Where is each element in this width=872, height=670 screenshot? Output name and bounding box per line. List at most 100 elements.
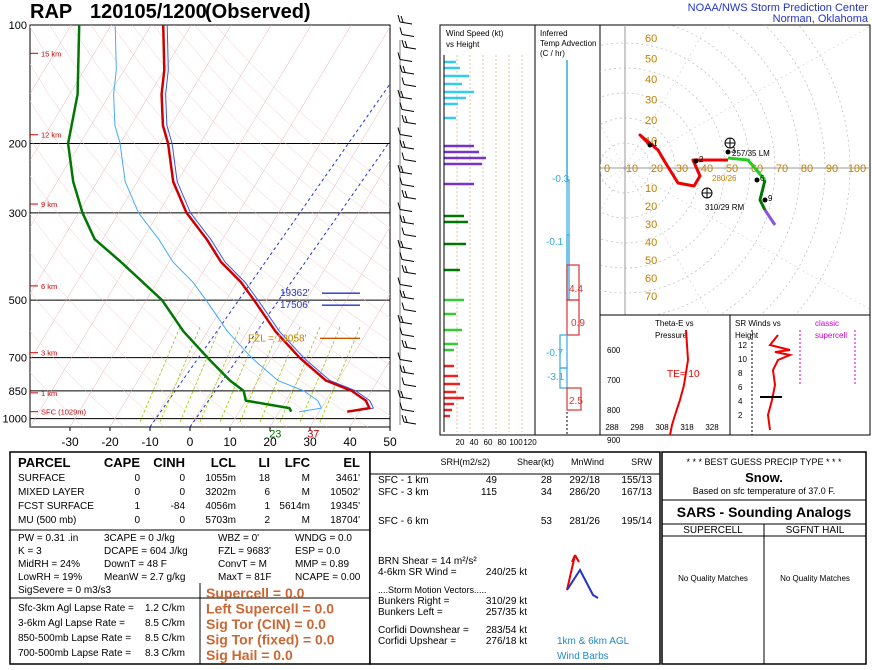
isotherm-line [109, 25, 352, 427]
temp-tick-label: -10 [141, 435, 159, 449]
wind-barb [401, 146, 415, 150]
wind-barb [401, 34, 415, 37]
wind-barb [399, 171, 413, 175]
wind-barb-flag [401, 414, 405, 423]
hodograph-x-tick: 20 [651, 163, 663, 175]
theta-e-title: Theta-E vs [655, 319, 694, 328]
kinematic-cell: SFC - 6 km [378, 516, 429, 527]
dewpoint-profile [66, 24, 293, 413]
wind-barb [403, 271, 417, 275]
center-name: NOAA/NWS Storm Prediction Center [688, 2, 869, 14]
center-location: Norman, Oklahoma [773, 13, 869, 25]
index-value: WNDG = 0.0 [295, 533, 352, 544]
wind-speed-panel: Wind Speed (kt) vs Height 20 40 60 80 100 120 [439, 24, 537, 447]
wind-barb-6km [566, 568, 599, 599]
theta-e-x-tick: 308 [655, 423, 669, 432]
wind-barb-flag [401, 377, 405, 385]
wind-barb [403, 159, 417, 162]
hodograph-point-label: 9 [768, 194, 773, 203]
isotherm-line [189, 93, 390, 427]
wind-barb-flag [400, 315, 404, 323]
wind-barb-flag [401, 77, 405, 85]
hodograph-y-tick: 20 [645, 115, 657, 127]
composite-index: Sig Hail = 0.0 [206, 647, 293, 663]
pressure-tick-label: 100 [9, 20, 27, 32]
height-label: 6 km [41, 282, 57, 291]
wind-barb-flag [401, 114, 405, 123]
wind-barb [399, 246, 413, 250]
pressure-tick-label: 300 [9, 208, 27, 220]
hodograph-y-tick: 40 [645, 74, 657, 86]
wind-barb-flag [401, 264, 405, 273]
hodograph-y-tick: 30 [645, 95, 657, 107]
index-value: MMP = 0.89 [295, 559, 349, 570]
wind-speed-tick: 80 [498, 438, 507, 447]
hodograph-point [754, 177, 760, 183]
wind-barb-flag [399, 64, 403, 73]
model-name: RAP [30, 1, 72, 23]
hodograph-spoke [624, 26, 870, 169]
sars-hail-header: SGFNT HAIL [786, 525, 845, 536]
hodograph-x-tick: 0 [604, 163, 610, 175]
parcel-cell: 1 [134, 501, 140, 512]
index-value: WBZ = 0' [218, 533, 259, 544]
precip-type: Snow. [745, 470, 783, 485]
dry-adiabat [30, 100, 368, 427]
height-label: 3 km [41, 349, 57, 358]
wind-barb [403, 46, 417, 50]
wind-speed-tick: 60 [484, 438, 493, 447]
kinematic-cell: 286/20 [569, 487, 600, 498]
parcel-cell: 0 [179, 515, 185, 526]
temperature-profile [160, 24, 371, 413]
mixing-ratio-line [199, 326, 241, 423]
wind-barb [399, 21, 413, 25]
parcel-cell: FCST SURFACE [18, 501, 94, 512]
kinematic-cell: 49 [486, 475, 498, 486]
temp-tick-label: -20 [101, 435, 119, 449]
pressure-tick-label: 850 [9, 386, 27, 398]
hodograph-point [693, 158, 699, 164]
index-value: PW = 0.31 .in [18, 533, 78, 544]
isotherm-line [30, 25, 152, 228]
parcel-cell: MU (500 mb) [18, 515, 76, 526]
hodograph-spoke [600, 167, 626, 212]
parcel-header: LI [258, 455, 270, 470]
wind-barb-flag [401, 152, 405, 160]
sfc-dewpoint-label: 23 [269, 429, 281, 441]
wind-barb [401, 259, 415, 262]
wind-barb [401, 371, 415, 375]
wind-barb-flag [401, 339, 405, 348]
wind-speed-tick: 120 [523, 438, 537, 447]
mixing-ratio-line [139, 326, 181, 423]
dry-adiabat [30, 331, 125, 427]
wind-barb [399, 321, 413, 325]
parcel-cell: 10502' [330, 487, 360, 498]
mixing-ratio-line [179, 326, 221, 423]
precip-title: * * * BEST GUESS PRECIP TYPE * * * [686, 457, 842, 467]
parcel-header: CINH [153, 455, 185, 470]
dry-adiabat [111, 25, 390, 295]
wind-barb [401, 409, 415, 412]
bottom-panel [9, 451, 867, 665]
wind-barb-flag [401, 39, 405, 48]
wind-speed-subtitle: vs Height [446, 40, 480, 49]
isotherm-line [30, 25, 32, 28]
parcel-header: LFC [285, 455, 311, 470]
level-annotation: 17506' [280, 300, 310, 311]
dry-adiabat [153, 25, 390, 251]
hodograph-y-tick: 50 [645, 54, 657, 66]
hodograph-x-tick: 50 [726, 163, 738, 175]
parcel-cell: 18704' [330, 515, 360, 526]
wind-barb-flag [399, 252, 403, 260]
isotherm-line [389, 426, 390, 427]
wind-barb [399, 96, 413, 100]
theta-e-te-label: TE= 10 [667, 369, 700, 380]
kinematic-cell: 292/18 [569, 475, 600, 486]
wind-barb [399, 209, 413, 212]
wind-barb-flag [401, 227, 405, 235]
hodograph-point [762, 197, 768, 203]
wind-barb [399, 134, 413, 137]
parcel-header: EL [343, 455, 360, 470]
composite-index: Sig Tor (CIN) = 0.0 [206, 616, 326, 632]
